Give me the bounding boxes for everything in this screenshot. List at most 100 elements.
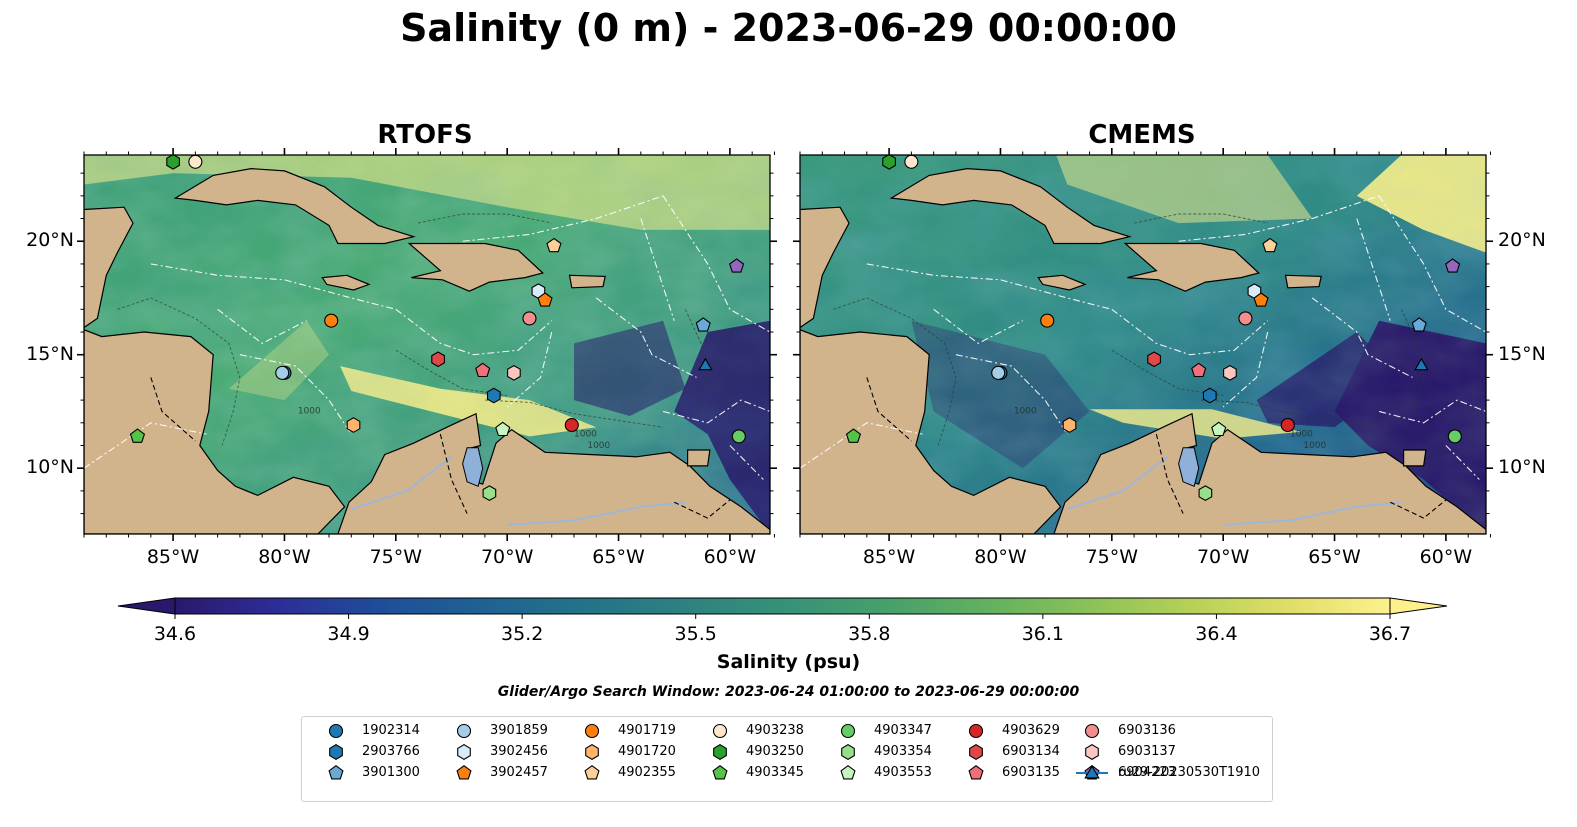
float-marker-4903347	[731, 429, 746, 444]
colorbar-extend-high	[1389, 597, 1448, 615]
legend-marker-icon	[328, 723, 344, 739]
land-puertorico	[1284, 274, 1322, 289]
eez-boundary	[955, 354, 1068, 435]
float-marker-4903250	[882, 155, 896, 170]
legend-marker-icon	[457, 744, 471, 760]
eez-boundary	[1222, 331, 1269, 408]
legend-marker-icon	[584, 723, 600, 739]
float-marker-4901719	[1040, 313, 1055, 328]
country-border	[150, 377, 196, 442]
float-marker-6904223	[729, 258, 745, 273]
legend-label: 6903136	[1118, 723, 1176, 738]
map-rtofs: 1000 1000 1000	[77, 148, 777, 541]
eez-boundary	[1311, 297, 1413, 378]
legend-label: 4901720	[618, 744, 676, 759]
river	[1066, 456, 1169, 510]
float-marker-4903553	[495, 421, 511, 437]
isobath-contour	[484, 399, 664, 428]
lon-tick-label: 65°W	[1308, 546, 1361, 568]
float-marker-4901719	[324, 313, 339, 328]
float-marker-4903347	[1447, 429, 1462, 444]
legend-label: 6903134	[1002, 744, 1060, 759]
legend-marker-icon	[456, 765, 472, 780]
map-panels: 1000 1000 1000 1000 1000 1000	[77, 148, 1493, 541]
legend-marker-icon	[969, 744, 983, 760]
float-marker-3902457	[537, 292, 553, 307]
float-marker-4902355	[546, 237, 562, 253]
colorbar-tick-label: 35.2	[500, 623, 544, 645]
eez-boundary	[1178, 195, 1380, 242]
eez-boundary	[1356, 218, 1391, 321]
land-puertorico	[568, 274, 606, 289]
land-hispaniola	[407, 242, 545, 292]
float-marker-3901859	[275, 365, 290, 380]
lon-tick-label: 70°W	[1196, 546, 1250, 568]
eez-boundary	[1378, 399, 1486, 424]
float-marker-4901720	[346, 417, 361, 433]
country-border	[673, 499, 731, 519]
lon-tick-label: 75°W	[369, 546, 423, 568]
float-marker-4903238	[188, 155, 203, 169]
isobath-contour	[418, 213, 552, 224]
eez-boundary	[150, 263, 396, 310]
float-marker-2903766	[1202, 387, 1217, 404]
isobath-label: 1000	[1303, 441, 1326, 451]
lon-tick-label: 85°W	[146, 546, 200, 568]
float-marker-2903766	[486, 387, 501, 404]
legend-marker-icon	[968, 765, 984, 780]
float-marker-4903345	[129, 428, 146, 443]
lat-tick-label: 15°N	[1498, 342, 1546, 365]
float-marker-4903553	[1211, 421, 1227, 437]
float-marker-3901300	[1411, 317, 1427, 332]
river	[1223, 501, 1402, 526]
legend-marker-icon	[329, 744, 343, 760]
eez-boundary	[640, 218, 675, 321]
eez-boundary	[395, 308, 553, 356]
lon-tick-label: 75°W	[1085, 546, 1139, 568]
colorbar-extend-low	[117, 597, 176, 615]
float-marker-ru29-20230530T1910	[1414, 357, 1429, 371]
eez-boundary	[506, 331, 553, 408]
colorbar-tick-label: 35.5	[674, 623, 717, 645]
float-marker-6903135	[475, 362, 491, 378]
float-marker-4903354	[482, 485, 497, 502]
isobath-label: 1000	[587, 441, 610, 451]
map-frame	[83, 154, 771, 535]
colorbar-tick-label: 34.9	[327, 623, 370, 645]
land-yucatan	[800, 206, 850, 329]
legend-label: 3901300	[362, 765, 420, 780]
colorbar-tick-label: 35.8	[848, 623, 891, 645]
legend-label: 1902314	[362, 723, 420, 738]
isobath-label: 1000	[1290, 429, 1313, 439]
legend-marker-icon	[840, 765, 856, 780]
legend-marker-icon	[1084, 765, 1100, 779]
float-marker-6903134	[1147, 351, 1161, 368]
isobath-contour	[1400, 309, 1425, 412]
legend-label: 4903347	[874, 723, 932, 738]
river	[507, 501, 686, 526]
colorbar-title: Salinity (psu)	[716, 651, 861, 673]
legend-label: 3902456	[490, 744, 548, 759]
lat-tick-label: 20°N	[26, 229, 74, 252]
legend-marker-icon	[968, 723, 984, 739]
legend-label: ru29-20230530T1910	[1118, 765, 1261, 780]
colorbar	[117, 597, 1448, 619]
eez-boundary	[866, 263, 1112, 310]
float-marker-3901300	[695, 317, 711, 332]
float-marker-4903629	[564, 418, 579, 433]
lon-tick-label: 65°W	[592, 546, 645, 568]
eez-boundary	[239, 354, 352, 435]
lon-tick-label: 80°W	[974, 546, 1027, 568]
legend-marker-icon	[713, 744, 727, 760]
land-central	[800, 329, 1062, 534]
isobath-contour	[1200, 399, 1380, 428]
colorbar-tick-label: 34.6	[153, 623, 197, 645]
map-frame	[799, 154, 1487, 535]
legend-marker-icon	[328, 765, 344, 780]
country-border	[866, 377, 912, 442]
lon-tick-label: 85°W	[862, 546, 916, 568]
map-cmems: 1000 1000 1000	[793, 148, 1493, 541]
float-marker-ru29-20230530T1910	[698, 357, 713, 371]
lon-tick-label: 80°W	[258, 546, 311, 568]
colorbar-tick-label: 36.4	[1195, 623, 1238, 645]
